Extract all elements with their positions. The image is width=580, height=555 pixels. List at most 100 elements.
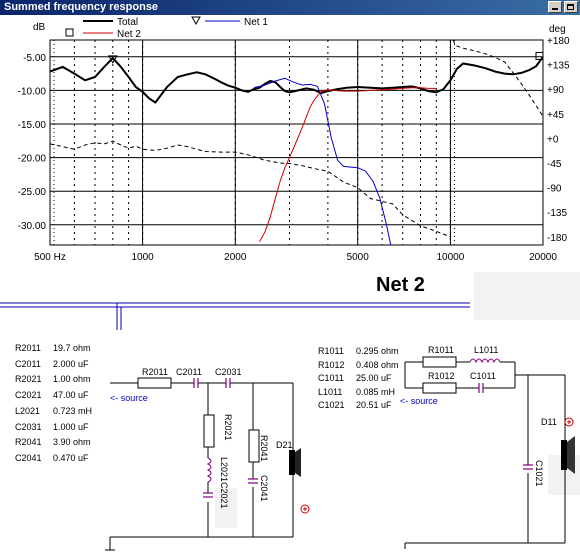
label-l1011: L1011 — [474, 345, 498, 355]
label-r1011: R1011 — [428, 345, 454, 355]
legend-triangle-icon — [191, 16, 201, 26]
x-tick-label: 20000 — [529, 252, 557, 263]
component-ref: C1021 — [318, 400, 345, 411]
panel-background — [215, 488, 237, 528]
component-value: 25.00 uF — [356, 373, 392, 384]
y2-tick-label: +45 — [547, 110, 564, 121]
plot-area — [49, 39, 544, 246]
component-ref: C2011 — [15, 358, 41, 369]
component-value-l1011: L1011 0.085 mH — [318, 387, 395, 397]
label-c1011: C1011 — [470, 371, 496, 381]
series-phase — [49, 140, 451, 238]
schematic-separator — [0, 302, 470, 330]
x-tick-label: 2000 — [224, 252, 247, 263]
y-axis-label-left: dB — [33, 22, 46, 33]
y-tick-label: -30.00 — [18, 221, 47, 232]
speaker-d21-icon — [289, 448, 301, 477]
series-net-2 — [259, 87, 437, 242]
component-ref: R2041 — [15, 437, 42, 448]
component-value: 2.000 uF — [53, 358, 89, 369]
label-c1021: C1021 — [534, 460, 544, 487]
series-phase — [452, 39, 544, 117]
source-label: <- source — [400, 396, 438, 406]
component-value-c2011: C2011 2.000 uF — [15, 359, 89, 369]
frequency-response-chart[interactable]: 500 Hz 1000 2000 5000 10000 20000 -5.00 -10.00 -… — [0, 0, 580, 270]
source-label: <- source — [110, 393, 148, 403]
y2-tick-label: -45 — [547, 159, 562, 170]
label-d21: D21 — [276, 440, 293, 450]
component-ref: C2031 — [15, 421, 42, 432]
y2-tick-label: -135 — [547, 208, 567, 219]
inductor-l2021-symbol — [206, 457, 212, 483]
component-value: 0.085 mH — [356, 386, 396, 397]
component-ref: R1011 — [318, 346, 344, 356]
label-r1012: R1012 — [428, 371, 455, 381]
positive-terminal-icon — [564, 417, 574, 427]
component-ref: C2041 — [15, 452, 42, 463]
panel-background — [474, 272, 580, 320]
positive-terminal-icon — [300, 504, 310, 514]
component-value-c1021: C1021 20.51 uF — [318, 400, 392, 410]
chart-markers — [107, 51, 544, 64]
y-tick-label: -25.00 — [18, 187, 47, 198]
component-value: 20.51 uF — [356, 400, 392, 411]
y2-tick-label: +90 — [547, 85, 564, 96]
component-value-c1011: C1011 25.00 uF — [318, 373, 392, 383]
y-axis-label-right: deg — [549, 24, 566, 35]
y-tick-label: -10.00 — [18, 86, 47, 97]
component-value-c2041: C2041 0.470 uF — [15, 453, 89, 463]
resistor-r1011-symbol — [422, 356, 457, 368]
component-ref: L1011 — [318, 386, 343, 397]
window-title: Summed frequency response — [4, 1, 159, 13]
x-tick-label: 5000 — [347, 252, 370, 263]
inductor-l1011-symbol — [469, 358, 501, 364]
label-d11: D11 — [541, 417, 557, 427]
window-controls — [548, 1, 578, 13]
component-value: 0.470 uF — [53, 452, 89, 463]
y2-tick-label: +180 — [547, 36, 570, 47]
net-1-marker — [107, 55, 118, 64]
label-c2021: C2021 — [219, 482, 229, 509]
component-value-r2021: R2021 1.00 ohm — [15, 374, 91, 384]
legend-total-label: Total — [117, 17, 138, 28]
y2-tick-label: +135 — [547, 61, 570, 72]
schematic-2[interactable]: R1011 L1011 R1012 C1011 D11 C1021 <- sou… — [0, 335, 580, 555]
maximize-button[interactable] — [564, 1, 578, 13]
y2-tick-label: +0 — [547, 134, 559, 145]
legend-square-icon — [65, 28, 74, 37]
x-tick-label: 500 Hz — [34, 252, 66, 263]
component-value-r2041: R2041 3.90 ohm — [15, 437, 91, 447]
component-value-l2021: L2021 0.723 mH — [15, 406, 92, 416]
component-ref: R2021 — [15, 374, 42, 385]
net-2-title: Net 2 — [376, 274, 425, 296]
component-value: 1.000 uF — [53, 421, 89, 432]
component-ref: L2021 — [15, 405, 41, 416]
chart-ticks: 500 Hz 1000 2000 5000 10000 20000 -5.00 -10.00 -… — [18, 36, 570, 263]
series-total — [49, 56, 544, 104]
component-ref: R1012 — [318, 359, 345, 370]
chart-grid — [49, 39, 544, 246]
x-tick-label: 10000 — [436, 252, 464, 263]
component-value: 1.00 ohm — [53, 374, 91, 385]
label-r2021: R2021 — [223, 414, 233, 441]
resistor-r2041-symbol — [248, 429, 260, 463]
title-bar[interactable]: Summed frequency response — [0, 0, 580, 15]
component-value: 0.295 ohm — [356, 346, 399, 356]
legend-net2-label: Net 2 — [117, 29, 141, 40]
x-tick-label: 1000 — [131, 252, 154, 263]
legend-net1-label: Net 1 — [244, 17, 268, 28]
component-ref: C1011 — [318, 373, 344, 384]
label-c2041: C2041 — [259, 475, 269, 502]
label-r2041: R2041 — [259, 435, 269, 462]
component-value-r2011: R2011 19.7 ohm — [15, 343, 91, 353]
net-2-marker — [535, 51, 544, 60]
component-value-r1012: R1012 0.408 ohm — [318, 360, 399, 370]
component-value: 47.00 uF — [53, 390, 89, 401]
minimize-button[interactable] — [548, 1, 562, 13]
resistor-r2021-symbol — [203, 414, 215, 448]
schematic-1[interactable]: R2011 C2011 C2031 D21 R2021 L2021 C2021 … — [0, 335, 580, 555]
y-tick-label: -20.00 — [18, 154, 47, 165]
component-value-c2021: C2021 47.00 uF — [15, 390, 89, 400]
component-value: 0.723 mH — [53, 405, 93, 416]
y2-tick-label: -90 — [547, 184, 562, 195]
